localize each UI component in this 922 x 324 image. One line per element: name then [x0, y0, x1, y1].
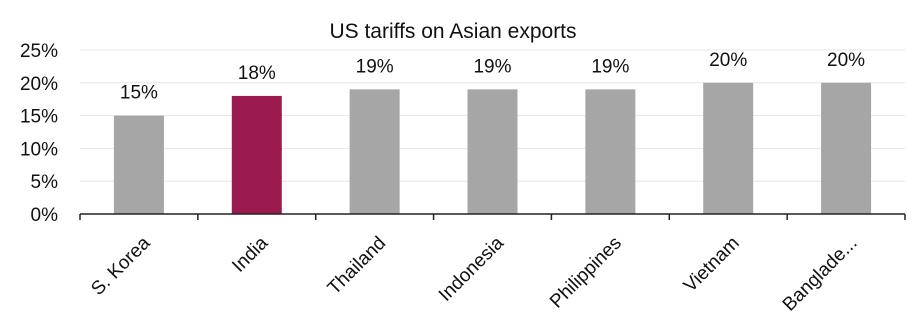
y-tick-label: 5% — [31, 172, 59, 193]
chart-title: US tariffs on Asian exports — [329, 20, 576, 43]
data-label: 19% — [356, 56, 394, 77]
x-category-label: Banglade... — [779, 233, 862, 316]
data-label: 19% — [473, 56, 511, 77]
data-label: 18% — [238, 63, 276, 84]
y-tick-label: 10% — [20, 139, 58, 160]
bars — [113, 82, 872, 214]
x-category-label: S. Korea — [87, 232, 154, 299]
category-labels: S. Korea India Thailand Indonesia Philippine… — [87, 232, 861, 315]
bar — [821, 82, 872, 214]
x-category-label: India — [228, 232, 272, 276]
x-axis — [79, 213, 906, 220]
bar — [467, 89, 518, 214]
data-label: 15% — [120, 83, 158, 104]
y-tick-label: 0% — [31, 205, 59, 226]
data-label: 19% — [591, 56, 629, 77]
data-label: 20% — [709, 50, 747, 71]
bar — [113, 115, 164, 214]
y-tick-label: 25% — [20, 41, 58, 62]
data-labels: 15% 18% 19% 19% 19% 20% 20% — [120, 50, 865, 104]
y-axis-ticks: 0% 5% 10% 15% 20% 25% — [20, 41, 58, 226]
x-category-label: Philippines — [546, 233, 626, 313]
x-category-label: Thailand — [324, 233, 390, 299]
bar — [585, 89, 636, 214]
bar — [231, 95, 282, 214]
y-tick-label: 15% — [20, 107, 58, 128]
y-tick-label: 20% — [20, 74, 58, 95]
x-category-label: Indonesia — [435, 232, 508, 305]
bar — [349, 89, 400, 214]
x-category-label: Vietnam — [680, 233, 744, 297]
data-label: 20% — [827, 50, 865, 71]
bar — [703, 82, 754, 214]
